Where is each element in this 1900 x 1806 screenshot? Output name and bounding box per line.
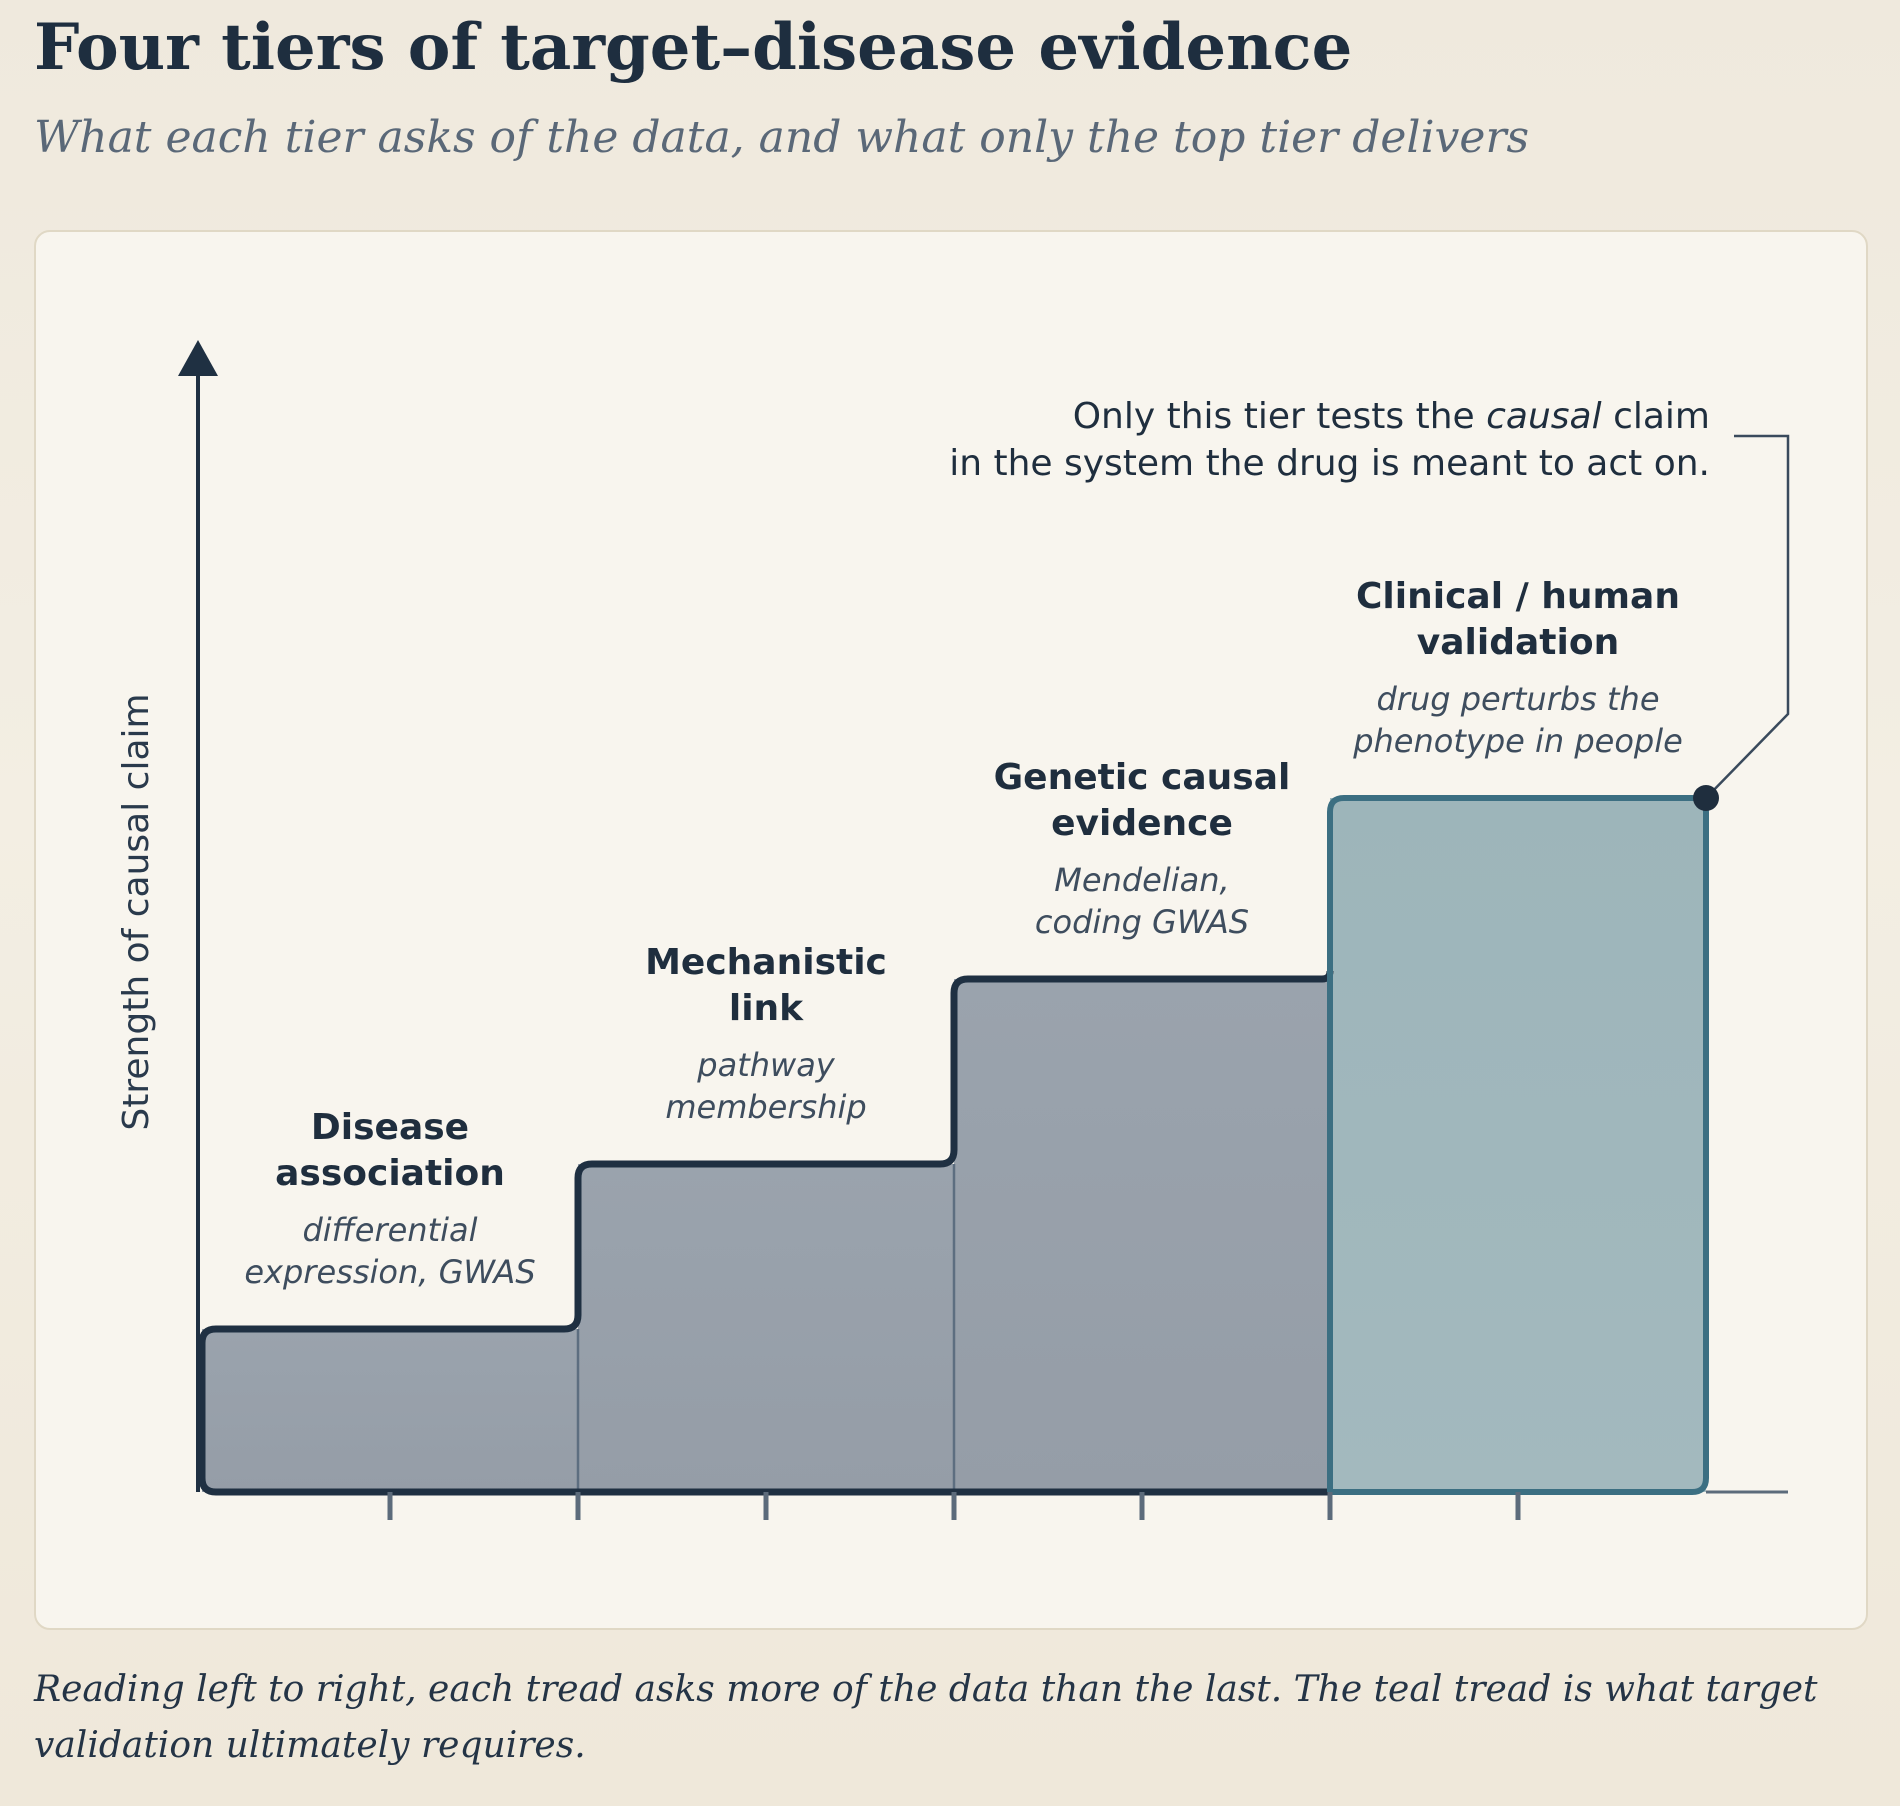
callout-line-1: Only this tier tests the causal claim [1073,396,1710,437]
page-title: Four tiers of target–disease evidence [34,10,1353,85]
tier-step-fill-4 [1330,798,1706,1492]
tier-3-title-line-2: evidence [1051,803,1233,844]
tier-2-description-line-1: pathway [696,1046,836,1084]
tier-1-description-line-1: differential [302,1211,477,1249]
tier-step-fill-1 [202,1329,578,1492]
tier-step-fill-3 [954,979,1330,1492]
tier-2-title-line-2: link [729,988,804,1029]
chart-caption: Reading left to right, each tread asks m… [34,1669,1818,1766]
staircase-outline [198,970,1334,1496]
tier-4-description-line-1: drug perturbs the [1376,680,1659,718]
y-axis-label: Strength of causal claim [116,693,157,1130]
callout-anchor-dot [1693,785,1719,811]
tier-3-title-line-1: Genetic causal [994,757,1291,798]
tier-1-description-line-2: expression, GWAS [244,1253,535,1291]
callout-line-2: in the system the drug is meant to act o… [949,443,1710,484]
tier-4-title-line-1: Clinical / human [1356,576,1680,617]
callout-leader-line [1705,434,1790,799]
evidence-staircase-chart: Strength of causal claim Disease associati… [116,340,1790,1520]
y-axis-arrow-icon [178,340,218,376]
tier-4-description-line-2: phenotype in people [1352,722,1683,760]
tier-3-description-line-2: coding GWAS [1035,903,1249,941]
tier-1-title-line-2: association [275,1153,505,1194]
tier-2-title-line-1: Mechanistic [645,942,887,983]
tier-1-title-line-1: Disease [311,1107,469,1148]
tier-4-title-line-2: validation [1417,622,1619,663]
tier-2-description-line-2: membership [665,1088,866,1126]
page-subtitle: What each tier asks of the data, and wha… [34,112,1530,163]
tier-step-fill-2 [578,1164,954,1492]
tier-3-description-line-1: Mendelian, [1054,861,1229,899]
